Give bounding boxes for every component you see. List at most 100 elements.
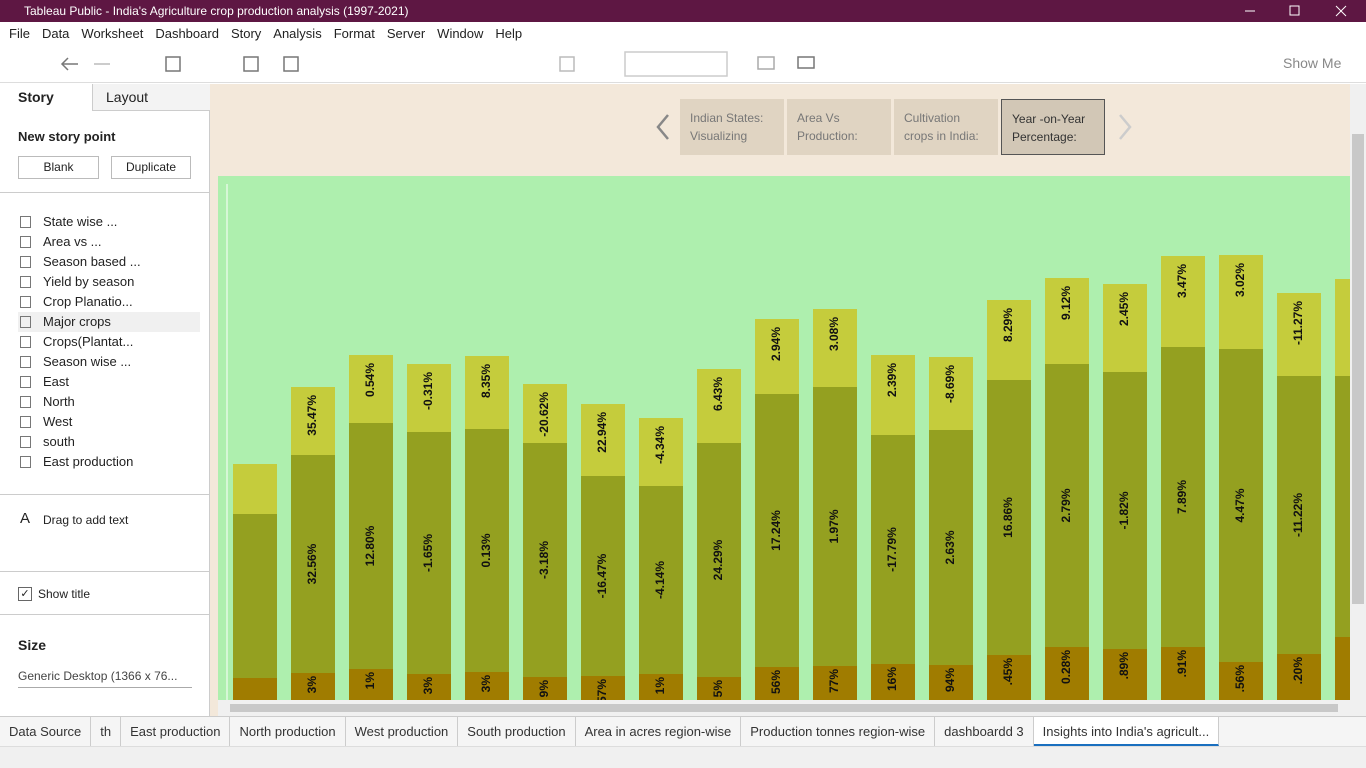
v-scrollbar[interactable] bbox=[1350, 84, 1366, 716]
sheet-item[interactable]: Yield by season bbox=[18, 272, 200, 292]
bar-segment bbox=[755, 319, 799, 394]
sheet-item[interactable]: Season based ... bbox=[18, 252, 200, 272]
sheet-tab[interactable]: dashboardd 3 bbox=[935, 717, 1034, 746]
sheet-tab[interactable]: East production bbox=[121, 717, 231, 746]
sheet-tab[interactable]: th bbox=[91, 717, 122, 746]
prev-arrow[interactable] bbox=[650, 109, 680, 145]
story-point[interactable]: Indian States: Visualizing bbox=[680, 99, 784, 155]
bar-segment bbox=[407, 364, 451, 432]
bar-label: 3% bbox=[479, 675, 493, 693]
sheet-item[interactable]: Season wise ... bbox=[18, 352, 200, 372]
sheet-tab[interactable]: West production bbox=[346, 717, 459, 746]
bar-segment bbox=[813, 387, 857, 666]
window-title: Tableau Public - India's Agriculture cro… bbox=[24, 4, 409, 18]
sheet-item[interactable]: North bbox=[18, 392, 200, 412]
menu-item[interactable]: Story bbox=[230, 26, 262, 41]
sheet-icon bbox=[20, 436, 31, 448]
bar-segment bbox=[1103, 284, 1147, 372]
sheet-item[interactable]: south bbox=[18, 432, 200, 452]
sheet-item[interactable]: Major crops bbox=[18, 312, 200, 332]
bar-label: 22.94% bbox=[595, 412, 609, 453]
sheet-item[interactable]: Crops(Plantat... bbox=[18, 332, 200, 352]
story-point[interactable]: Year -on-Year Percentage: bbox=[1001, 99, 1105, 155]
sheet-icon bbox=[20, 236, 31, 248]
next-arrow[interactable] bbox=[1110, 109, 1140, 145]
menu-item[interactable]: Format bbox=[333, 26, 375, 41]
layout-tab[interactable]: Layout bbox=[92, 84, 210, 111]
drag-text[interactable]: Drag to add text bbox=[43, 513, 129, 527]
sheet-icon bbox=[20, 416, 31, 428]
bar-label: .89% bbox=[1117, 652, 1131, 680]
sheet-name: Major crops bbox=[43, 314, 111, 329]
bar-label: -5.47% bbox=[1349, 487, 1350, 525]
bar-segment bbox=[929, 357, 973, 430]
menu-item[interactable]: Data bbox=[41, 26, 70, 41]
toolbar-icons bbox=[60, 51, 815, 77]
sheet-name: Area vs ... bbox=[43, 234, 102, 249]
story-point[interactable]: Area Vs Production: bbox=[787, 99, 891, 155]
bar-segment bbox=[929, 430, 973, 665]
story-tab[interactable]: Story bbox=[0, 84, 92, 111]
story-point[interactable]: Cultivation crops in India: bbox=[894, 99, 998, 155]
sheet-tab[interactable]: Data Source bbox=[0, 717, 92, 746]
menu-item[interactable]: Window bbox=[437, 26, 484, 41]
bar-segment bbox=[1277, 293, 1321, 376]
bar-segment bbox=[871, 355, 915, 435]
bar-segment bbox=[755, 667, 799, 700]
bar-label: 8.35% bbox=[479, 364, 493, 398]
bar-label: 77% bbox=[827, 669, 841, 693]
size-heading: Size bbox=[18, 637, 47, 653]
sheet-icon bbox=[20, 216, 31, 228]
bar-label: 57% bbox=[595, 679, 609, 700]
sheet-tab[interactable]: Production tonnes region-wise bbox=[741, 717, 936, 746]
sheet-item[interactable]: State wise ... bbox=[18, 212, 200, 232]
menu-item[interactable]: Help bbox=[495, 26, 523, 41]
bar-segment bbox=[407, 432, 451, 674]
sheet-item[interactable]: East bbox=[18, 372, 200, 392]
sheet-tab[interactable]: Insights into India's agricult... bbox=[1033, 717, 1220, 746]
sheet-tab[interactable]: North production bbox=[230, 717, 346, 746]
menu-item[interactable]: Analysis bbox=[273, 26, 322, 41]
sheet-tab[interactable]: Area in acres region-wise bbox=[576, 717, 742, 746]
sheet-item[interactable]: Area vs ... bbox=[18, 232, 200, 252]
show-me[interactable]: Show Me bbox=[1283, 55, 1342, 71]
blank-button[interactable]: Blank bbox=[18, 156, 99, 179]
sheet-name: Crop Planatio... bbox=[43, 294, 133, 309]
menu-item[interactable]: Dashboard bbox=[155, 26, 219, 41]
duplicate-button[interactable]: Duplicate bbox=[111, 156, 191, 179]
bar-label: 6.43% bbox=[711, 377, 725, 411]
sheet-item[interactable]: East production bbox=[18, 452, 200, 472]
bar-segment bbox=[291, 387, 335, 455]
bar-label: 35.47% bbox=[305, 395, 319, 436]
h-scrollbar[interactable] bbox=[218, 700, 1350, 716]
bar-label: 2.79% bbox=[1059, 488, 1073, 522]
bar-segment bbox=[233, 514, 277, 678]
bar-segment bbox=[1277, 376, 1321, 654]
sheet-name: East production bbox=[43, 454, 134, 469]
bar-label: -8.69% bbox=[943, 365, 957, 403]
story-point-line: Area Vs bbox=[797, 111, 840, 125]
bar-segment bbox=[813, 666, 857, 700]
bar-label: 5% bbox=[711, 680, 725, 698]
bar-label: .91% bbox=[1175, 650, 1189, 678]
window-controls[interactable] bbox=[1240, 0, 1360, 22]
bar-label: -17.79% bbox=[885, 527, 899, 572]
bar-label: 2.45% bbox=[1117, 292, 1131, 326]
bar-segment bbox=[1045, 647, 1089, 700]
sheet-item[interactable]: Crop Planatio... bbox=[18, 292, 200, 312]
bar-segment bbox=[1219, 255, 1263, 349]
bar-segment bbox=[465, 429, 509, 672]
sheet-item[interactable]: West bbox=[18, 412, 200, 432]
sheet-tab[interactable]: South production bbox=[458, 717, 576, 746]
menu-item[interactable]: File bbox=[9, 26, 30, 41]
size-dropdown[interactable]: Generic Desktop (1366 x 76... bbox=[18, 669, 192, 688]
menu-item[interactable]: Worksheet bbox=[81, 26, 144, 41]
bar-segment bbox=[523, 677, 567, 700]
sheet-icon bbox=[20, 456, 31, 468]
checkbox[interactable]: ✓ bbox=[18, 587, 32, 601]
bar-segment bbox=[291, 455, 335, 673]
sheet-name: Season wise ... bbox=[43, 354, 132, 369]
menu-item[interactable]: Server bbox=[386, 26, 426, 41]
bar-segment bbox=[581, 476, 625, 676]
